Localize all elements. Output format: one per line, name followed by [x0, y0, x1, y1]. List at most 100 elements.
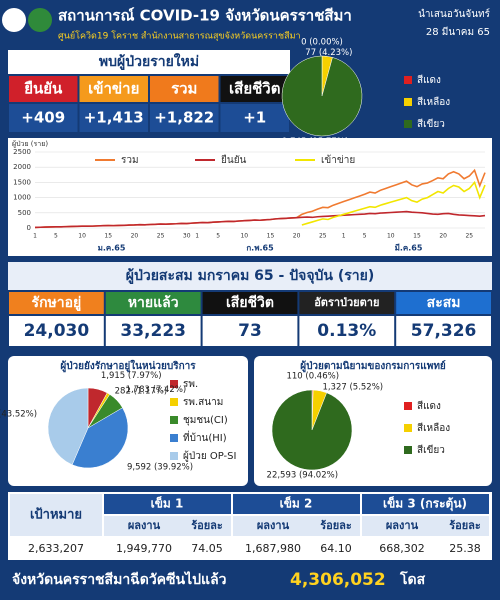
dose-header-bg: [362, 494, 489, 514]
x-tick-label: 20: [439, 233, 447, 240]
column-label: เข้าข่าย: [88, 80, 139, 98]
slice-label: 1,327 (5.52%): [322, 383, 383, 393]
result-header: ผลงาน: [257, 519, 290, 532]
column-header: [150, 76, 219, 102]
dose-header-bg: [233, 494, 360, 514]
x-tick-label: 10: [240, 233, 248, 240]
x-tick-label: 15: [267, 233, 275, 240]
title: สถานการณ์ COVID-19 จังหวัดนครราชสีมา: [58, 7, 352, 25]
legend-label: รพ.สนาม: [183, 397, 223, 408]
column-header: [105, 292, 201, 314]
column-value: +409: [21, 109, 65, 127]
column-label: อัตราป่วยตาย: [314, 296, 379, 309]
percent-header: ร้อยละ: [320, 519, 352, 532]
column-value-bg: [220, 104, 289, 132]
legend-swatch: [170, 380, 178, 388]
column-header: [79, 76, 148, 102]
legend-label: สีแดง: [417, 74, 441, 86]
column-header: [299, 292, 395, 314]
column-label: หายแล้ว: [128, 295, 179, 311]
slice-label: 1,915 (7.97%): [101, 371, 162, 381]
x-tick-label: 10: [387, 233, 395, 240]
y-tick-label: 500: [18, 209, 31, 217]
legend-swatch: [170, 434, 178, 442]
legend-label: สีเขียว: [417, 118, 445, 130]
column-header: [396, 292, 491, 314]
pie-slice: [47, 387, 89, 466]
column-value: 0.13%: [317, 321, 376, 341]
pie-slice: [71, 407, 129, 469]
column-header: [9, 76, 78, 102]
column-value: 33,223: [120, 321, 186, 341]
series-line: [34, 210, 486, 229]
slice-label: 10,458 (43.52%): [0, 409, 37, 419]
slice-label: 110 (0.46%): [286, 372, 339, 382]
date-day: นำเสนอวันจันทร์: [418, 8, 491, 20]
result-header: ผลงาน: [386, 519, 419, 532]
column-value: 24,030: [24, 321, 90, 341]
legend-label: สีเขียว: [417, 444, 445, 456]
column-label: ยืนยัน: [24, 80, 63, 98]
footer-value: 4,306,052: [290, 570, 386, 590]
column-value-bg: [396, 316, 491, 346]
pie-title: ผู้ป่วยยังรักษาอยู่ในหน่วยบริการ: [60, 359, 196, 373]
x-tick-label: 15: [413, 233, 421, 240]
legend-swatch: [170, 398, 178, 406]
dose-name: เข็ม 1: [151, 496, 184, 511]
cumulative-title: ผู้ป่วยสะสม มกราคม 65 - ปัจจุบัน (ราย): [126, 268, 374, 284]
percent-header: ร้อยละ: [191, 519, 223, 532]
x-tick-label: 1: [342, 233, 346, 240]
date: 28 มีนาคม 65: [426, 26, 490, 38]
x-tick-label: 1: [33, 233, 37, 240]
column-value: 73: [238, 321, 262, 341]
column-value-bg: [9, 316, 104, 346]
sub-header-bg: [362, 516, 489, 536]
legend-swatch: [404, 424, 412, 432]
column-value-bg: [299, 316, 395, 346]
x-tick-label: 10: [78, 233, 86, 240]
x-tick-label: 30: [183, 233, 191, 240]
column-value-bg: [150, 104, 219, 132]
legend-label: สีแดง: [417, 400, 441, 412]
legend-swatch: [404, 98, 412, 106]
legend-label: เข้าข่าย: [321, 154, 355, 166]
column-value-bg: [79, 104, 148, 132]
legend-label: ผู้ป่วย OP-SI: [183, 450, 236, 462]
percent-value: 25.38: [449, 542, 481, 555]
y-tick-label: 1000: [13, 194, 31, 202]
column-value-bg: [202, 316, 298, 346]
month-label: ก.พ.65: [246, 244, 274, 253]
cumulative-header: [8, 262, 492, 290]
legend-label: สีเหลือง: [417, 96, 450, 108]
legend-swatch: [404, 446, 412, 454]
legend-label: รวม: [121, 155, 139, 166]
x-tick-label: 20: [293, 233, 301, 240]
dose-header-bg: [104, 494, 231, 514]
slice-label: 22,593 (94.02%): [267, 471, 339, 481]
legend-swatch: [170, 452, 178, 460]
slice-label: 282 (1.17%): [115, 387, 168, 397]
percent-value: 64.10: [320, 542, 352, 555]
column-header: [202, 292, 298, 314]
column-label: เสียชีวิต: [226, 295, 274, 311]
y-tick-label: 2000: [13, 163, 31, 171]
target-header: เป้าหมาย: [30, 507, 82, 523]
column-label: เสียชีวิต: [229, 80, 280, 98]
slice-label: 1,783 (7.42%): [126, 385, 187, 395]
legend-swatch: [404, 402, 412, 410]
column-header: [220, 76, 289, 102]
slice-label: 77 (4.23%): [305, 48, 352, 58]
result-header: ผลงาน: [128, 519, 161, 532]
logo: [2, 8, 26, 32]
legend-swatch: [170, 416, 178, 424]
percent-value: 74.05: [191, 542, 223, 555]
legend-label: รพ.: [183, 379, 198, 390]
legend-label: ยืนยัน: [221, 154, 247, 166]
legend-label: ที่บ้าน(HI): [183, 430, 227, 444]
column-label: สะสม: [427, 295, 461, 311]
column-value: +1,822: [154, 109, 214, 127]
new-cases-header: [8, 50, 290, 74]
legend-swatch: [404, 120, 412, 128]
legend-swatch: [404, 76, 412, 84]
